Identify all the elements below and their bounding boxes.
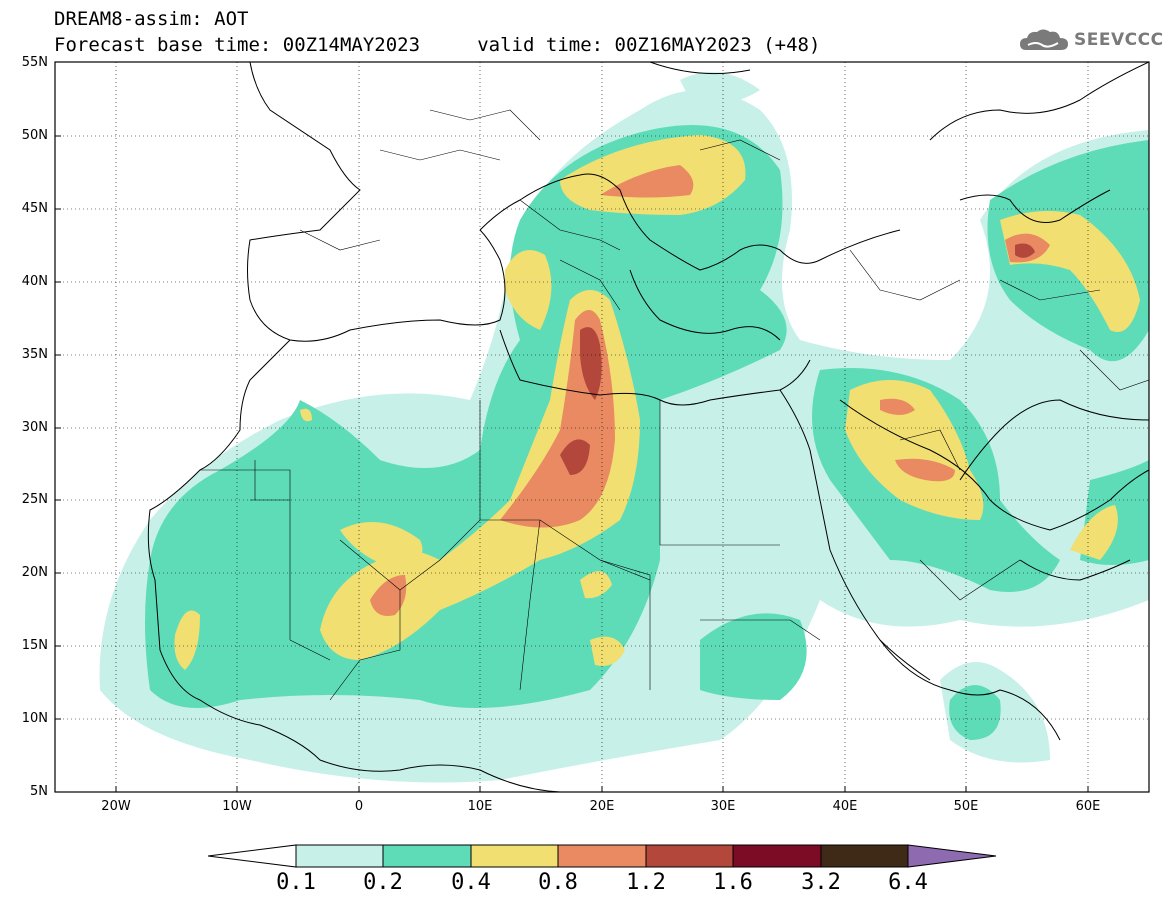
colorbar-label: 3.2 — [801, 870, 841, 895]
forecast-times: Forecast base time: 00Z14MAY2023 valid t… — [54, 34, 821, 56]
lat-label: 55N — [21, 55, 48, 70]
colorbar-label: 1.6 — [713, 870, 753, 895]
colorbar-label: 0.2 — [363, 870, 403, 895]
colorbar-label: 0.1 — [276, 870, 316, 895]
lon-label: 60E — [1075, 799, 1101, 814]
lat-label: 40N — [21, 274, 48, 289]
lat-label: 20N — [21, 565, 48, 580]
lon-label: 50E — [953, 799, 979, 814]
map-title: DREAM8-assim: AOT — [54, 8, 249, 30]
lat-label: 5N — [30, 784, 48, 799]
lon-label: 20W — [101, 799, 131, 814]
lat-label: 45N — [21, 201, 48, 216]
lat-label: 35N — [21, 347, 48, 362]
lon-label: 30E — [710, 799, 736, 814]
colorbar-label: 0.8 — [538, 870, 578, 895]
colorbar — [207, 844, 997, 868]
lon-label: 40E — [832, 799, 858, 814]
lat-label: 25N — [21, 492, 48, 507]
lat-label: 30N — [21, 420, 48, 435]
lat-label: 10N — [21, 711, 48, 726]
seevccc-logo: SEEVCCC — [1074, 30, 1164, 50]
colorbar-label: 6.4 — [888, 870, 928, 895]
lon-label: 10W — [222, 799, 252, 814]
lat-label: 15N — [21, 638, 48, 653]
lat-label: 50N — [21, 128, 48, 143]
lon-label: 20E — [589, 799, 615, 814]
cloud-icon — [1020, 29, 1068, 50]
aot-field — [55, 62, 1149, 792]
lon-label: 10E — [467, 799, 493, 814]
lon-label: 0 — [354, 799, 364, 814]
colorbar-label: 0.4 — [451, 870, 491, 895]
colorbar-label: 1.2 — [626, 870, 666, 895]
